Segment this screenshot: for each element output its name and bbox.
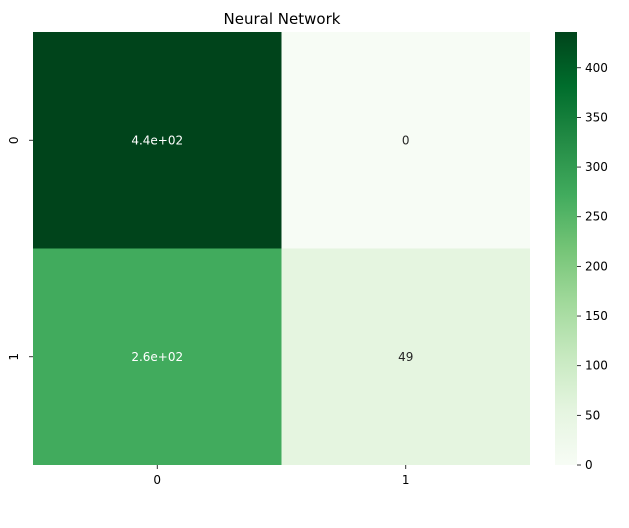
colorbar-tick-label-2: 100 xyxy=(585,359,608,373)
x-tick-label-1: 1 xyxy=(402,473,410,487)
colorbar-axis: 0 50 100 150 200 250 300 350 400 xyxy=(577,61,608,472)
colorbar-tick-label-3: 150 xyxy=(585,309,608,323)
colorbar-tick-label-0: 0 xyxy=(585,458,593,472)
heatmap-cell-1-1 xyxy=(281,248,530,465)
heatmap-cell-0-0 xyxy=(33,32,282,249)
colorbar-tick-label-4: 200 xyxy=(585,259,608,273)
chart-title: Neural Network xyxy=(224,10,341,28)
colorbar xyxy=(555,32,577,465)
colorbar-tick-label-1: 50 xyxy=(585,408,600,422)
cell-annotation-0-1: 0 xyxy=(402,133,410,147)
x-tick-label-0: 0 xyxy=(153,473,161,487)
heatmap-cell-1-0 xyxy=(33,248,282,465)
colorbar-tick-label-7: 350 xyxy=(585,110,608,124)
y-axis: 01 xyxy=(7,136,33,361)
colorbar-tick-label-5: 250 xyxy=(585,210,608,224)
cell-annotation-1-0: 2.6e+02 xyxy=(131,350,183,364)
heatmap-cell-0-1 xyxy=(281,32,530,249)
cell-annotation-0-0: 4.4e+02 xyxy=(131,133,183,147)
cell-annotation-1-1: 49 xyxy=(398,350,413,364)
heatmap-annotations: 4.4e+02 0 2.6e+02 49 xyxy=(131,133,413,364)
colorbar-tick-label-6: 300 xyxy=(585,160,608,174)
colorbar-tick-label-8: 400 xyxy=(585,61,608,75)
heatmap-cells xyxy=(33,32,530,465)
y-tick-label-0: 0 xyxy=(7,136,21,144)
y-tick-label-1: 1 xyxy=(7,353,21,361)
